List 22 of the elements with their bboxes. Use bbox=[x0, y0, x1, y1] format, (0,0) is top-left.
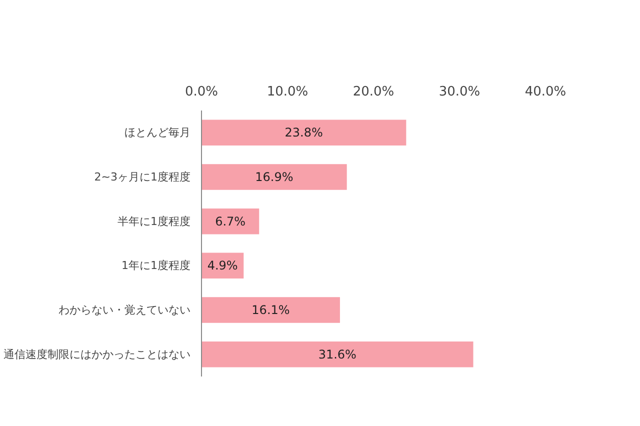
x-tick-label: 10.0% bbox=[266, 84, 308, 100]
data-label: 6.7% bbox=[215, 214, 246, 228]
x-tick-label: 0.0% bbox=[184, 84, 218, 100]
bar bbox=[202, 164, 347, 190]
bar bbox=[202, 208, 260, 234]
y-tick-label: ほとんど毎月 bbox=[124, 126, 190, 140]
data-label: 4.9% bbox=[207, 258, 238, 273]
x-tick-label: 20.0% bbox=[352, 84, 394, 100]
bar bbox=[202, 341, 474, 368]
x-tick-label: 40.0% bbox=[524, 84, 566, 100]
x-tick-label: 30.0% bbox=[438, 84, 480, 100]
y-tick-label: 1年に1度程度 bbox=[122, 259, 191, 272]
y-tick-label: 2~3ヶ月に1度程度 bbox=[94, 170, 191, 184]
data-label: 31.6% bbox=[318, 347, 356, 362]
data-label: 23.8% bbox=[284, 126, 323, 140]
y-tick-label: わからない・覚えていない bbox=[58, 304, 190, 316]
y-tick-label: 半年に1度程度 bbox=[118, 214, 190, 228]
bar bbox=[202, 297, 340, 323]
bar bbox=[202, 120, 406, 146]
y-tick-label: 通信速度制限にはかかったことはない bbox=[4, 348, 190, 361]
data-label: 16.9% bbox=[255, 170, 294, 184]
data-label: 16.1% bbox=[252, 303, 290, 317]
